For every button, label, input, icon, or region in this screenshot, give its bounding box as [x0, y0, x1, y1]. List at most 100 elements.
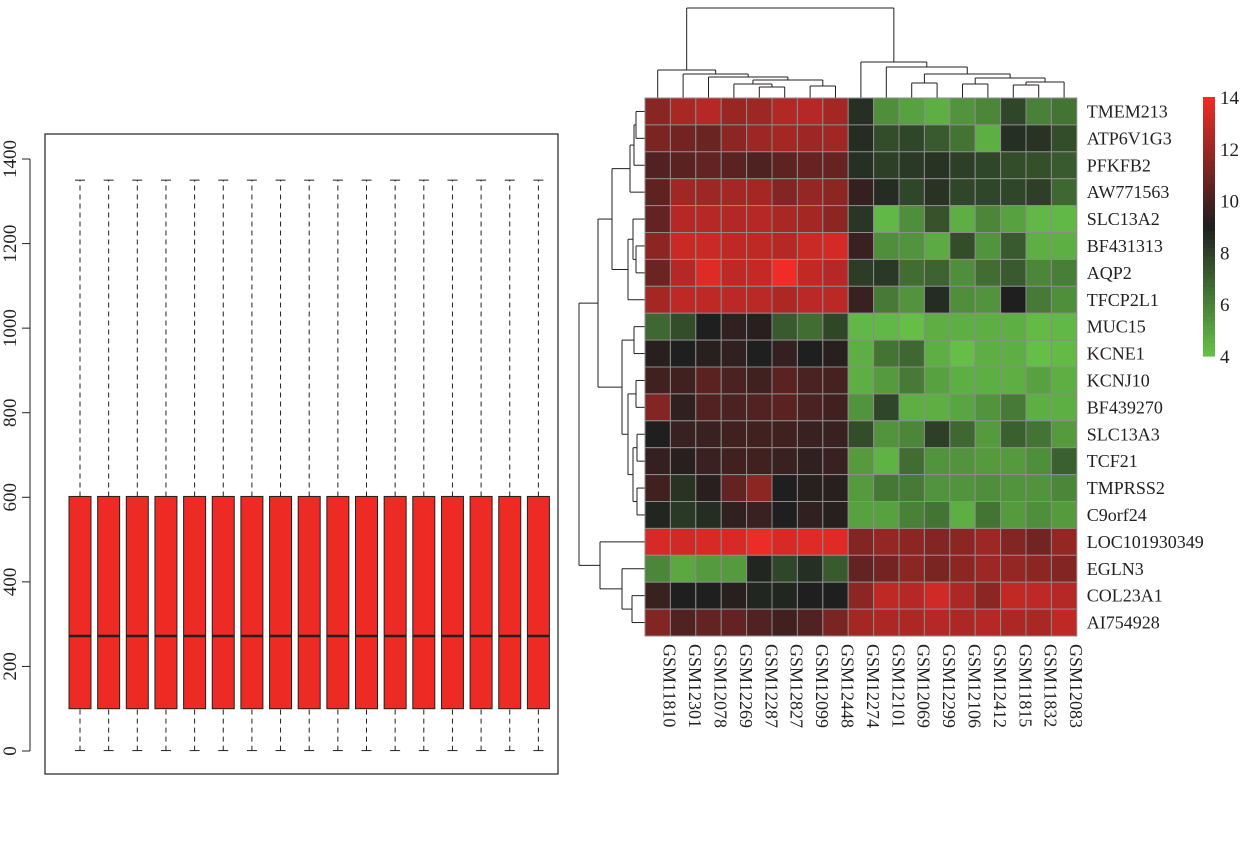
color-scale-legend: 4 6 8 10 12 14 [1203, 88, 1240, 368]
heatmap-cell [669, 474, 697, 503]
heatmap-cell [1050, 501, 1078, 529]
legend-color-step [1203, 269, 1215, 275]
heatmap-cell [746, 232, 773, 260]
heatmap-cell [949, 581, 976, 610]
heatmap-cell [695, 474, 722, 503]
heatmap-cell [898, 124, 925, 153]
heatmap-cell [796, 393, 824, 422]
heatmap-cell [847, 151, 875, 180]
row-label-kcne1: KCNE1 [1087, 344, 1145, 364]
legend-color-step [1203, 226, 1215, 232]
box-11 [355, 179, 378, 752]
heatmap-cell [746, 608, 773, 637]
legend-color-step [1203, 213, 1215, 219]
heatmap-cell [1000, 258, 1027, 287]
heatmap-cell [644, 554, 671, 583]
heatmap-cell [796, 474, 824, 503]
heatmap-cell [1000, 420, 1027, 449]
heatmap-cell [873, 232, 900, 260]
heatmap-cell [822, 474, 849, 503]
legend-color-step [1203, 217, 1215, 223]
legend-color-step [1203, 299, 1215, 305]
legend-color-step [1203, 230, 1215, 236]
heatmap-cell [822, 339, 849, 368]
heatmap-cell [644, 285, 671, 314]
heatmap-cell [974, 285, 1002, 314]
heatmap-cell [1000, 339, 1027, 368]
heatmap-cell [1000, 232, 1027, 260]
legend-color-step [1203, 118, 1215, 124]
heatmap-cell [1050, 232, 1078, 260]
heatmap-cell [898, 151, 925, 180]
heatmap-cell [923, 393, 951, 422]
heatmap-cell [695, 232, 722, 260]
heatmap-cell [669, 608, 697, 637]
heatmap-cell [771, 258, 798, 287]
box-17 [526, 179, 550, 752]
heatmap-cell [669, 232, 697, 260]
heatmap-cell [796, 366, 824, 395]
legend-color-step [1203, 321, 1215, 327]
heatmap-cell [847, 339, 875, 368]
heatmap-cell [796, 258, 824, 287]
heatmap-cell [644, 420, 671, 449]
heatmap-cell [669, 97, 697, 126]
box-body [526, 495, 550, 710]
box-body [469, 495, 493, 710]
heatmap-cell [720, 258, 748, 287]
heatmap-cell [1000, 608, 1027, 637]
legend-color-step [1203, 161, 1215, 167]
heatmap-cell [822, 178, 849, 207]
row-label-tmprss2: TMPRSS2 [1087, 478, 1165, 498]
heatmap-cell [796, 501, 824, 529]
box-body [125, 495, 149, 710]
box-body [269, 495, 293, 710]
heatmap-cell [695, 339, 722, 368]
heatmap-cell [822, 527, 849, 556]
legend-color-step [1203, 295, 1215, 301]
heatmap-cell [695, 501, 722, 529]
legend-color-step [1203, 338, 1215, 344]
heatmap-cell [974, 581, 1002, 610]
heatmap-cell [949, 232, 976, 260]
heatmap-cell [873, 474, 900, 503]
heatmap-cell [923, 366, 951, 395]
heatmap-panel: TMEM213 ATP6V1G3 PFKFB2 AW771563 SLC13A2 BF43… [578, 7, 1204, 728]
heatmap-cell [644, 339, 671, 368]
heatmap-cell [923, 501, 951, 529]
heatmap-cell [746, 124, 773, 153]
box-body [97, 495, 121, 710]
legend-color-step [1203, 144, 1215, 150]
heatmap-cell [669, 258, 697, 287]
heatmap-cell [644, 447, 671, 476]
column-label-gsm12099: GSM12099 [812, 644, 832, 728]
heatmap-cell [644, 393, 671, 422]
heatmap-cell [1000, 554, 1027, 583]
box-body [498, 495, 522, 710]
heatmap-cell [746, 258, 773, 287]
heatmap-cell [720, 151, 748, 180]
legend-color-step [1203, 308, 1215, 314]
heatmap-cell [822, 447, 849, 476]
heatmap-cell [720, 581, 748, 610]
heatmap-cell [923, 474, 951, 503]
heatmap-cell [720, 474, 748, 503]
heatmap-cell [669, 312, 697, 341]
row-label-tcf21: TCF21 [1087, 451, 1138, 471]
heatmap-cell [771, 501, 798, 529]
heatmap-cell [974, 501, 1002, 529]
heatmap-cell [949, 151, 976, 180]
heatmap-cell [720, 527, 748, 556]
heatmap-cell [644, 258, 671, 287]
row-label-atp6v1g3: ATP6V1G3 [1087, 128, 1172, 148]
legend-color-step [1203, 109, 1215, 115]
heatmap-cell [898, 474, 925, 503]
column-label-gsm12106: GSM12106 [965, 644, 985, 728]
heatmap-cell [873, 366, 900, 395]
legend-color-step [1203, 140, 1215, 146]
heatmap-cell [644, 608, 671, 637]
heatmap-cell [746, 501, 773, 529]
heatmap-cell [746, 527, 773, 556]
heatmap-cell [796, 178, 824, 207]
heatmap-cell [644, 205, 671, 234]
